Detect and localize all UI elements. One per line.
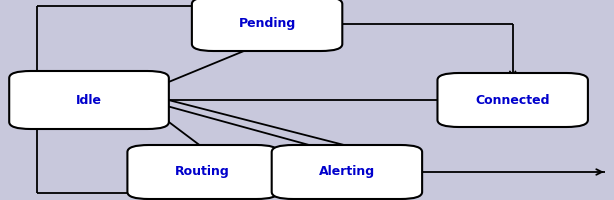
Text: Alerting: Alerting — [319, 166, 375, 178]
Text: Idle: Idle — [76, 94, 102, 106]
FancyBboxPatch shape — [128, 145, 278, 199]
FancyBboxPatch shape — [271, 145, 422, 199]
FancyBboxPatch shape — [192, 0, 343, 51]
Text: Pending: Pending — [238, 18, 296, 30]
FancyBboxPatch shape — [9, 71, 169, 129]
FancyBboxPatch shape — [437, 73, 588, 127]
Text: Routing: Routing — [175, 166, 230, 178]
Text: Connected: Connected — [475, 94, 550, 106]
